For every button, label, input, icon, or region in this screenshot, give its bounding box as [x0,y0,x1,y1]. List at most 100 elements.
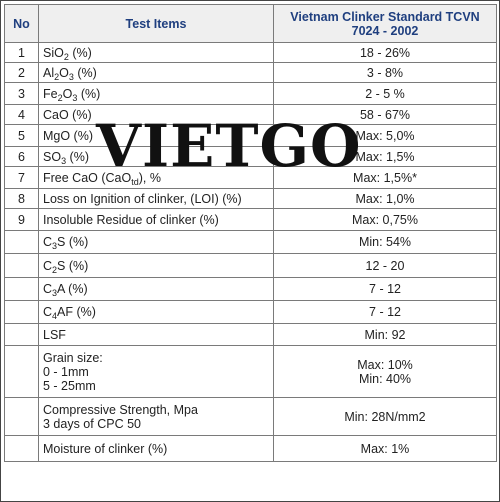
standard-value: Max: 1% [273,435,497,462]
item-text: C [43,282,53,296]
standard-value-text: Max: 5,0% [355,128,415,143]
standard-value: 18 - 26% [273,42,497,63]
item-text: 5 - 25mm [43,378,96,393]
standard-value: 7 - 12 [273,300,497,324]
item-text: Loss on Ignition of clinker, (LOI) (%) [43,191,242,206]
item-text: (%) [73,65,97,80]
standard-value-text: Min: 92 [364,327,406,342]
standard-value-text: Max: 10% [357,357,413,372]
standard-value-text: 12 - 20 [365,258,405,273]
item-text: Grain size: [43,350,103,365]
item-text: S (%) [57,258,89,273]
item-text: (%) [66,149,89,164]
standard-value: Max: 10% Min: 40% [273,345,497,398]
table-row: Moisture of clinker (%) Max: 1% [4,435,497,462]
table-row: C2S (%) 12 - 20 [4,253,497,278]
row-number: 8 [4,188,39,209]
item-text: SO [43,149,62,164]
row-number-text: 9 [18,212,25,227]
item-text: AF (%) [57,305,96,319]
clinker-standard-table: No Test Items Vietnam Clinker Standard T… [4,4,497,462]
item-subscript: 3 [72,92,78,103]
table-row: Grain size: 0 - 1mm 5 - 25mm Max: 10% Min: 4… [4,345,497,398]
test-item: C4AF (%) [38,300,274,324]
item-text: C [43,258,53,273]
test-item: SiO2 (%) [38,42,274,63]
item-subscript: 2 [54,71,60,82]
item-subscript: 4 [52,311,58,321]
item-text: Al [43,65,55,80]
test-item: Loss on Ignition of clinker, (LOI) (%) [38,188,274,209]
item-text: Insoluble Residue of clinker (%) [43,212,219,227]
standard-value-text: 58 - 67% [359,107,411,122]
test-item: Moisture of clinker (%) [38,435,274,462]
row-number-text: 2 [18,65,25,80]
watermark-logo: VIETGO [96,112,362,180]
standard-value-text: 7 - 12 [369,305,401,319]
item-text: LSF [43,327,66,342]
standard-value-text: 3 - 8% [366,65,404,80]
row-number [4,345,39,398]
row-number-text: 5 [18,128,25,143]
standard-value: 3 - 8% [273,62,497,83]
header-row: No Test Items Vietnam Clinker Standard T… [4,4,497,43]
standard-value: Min: 92 [273,323,497,346]
table-row: C3S (%) Min: 54% [4,230,497,254]
standard-value-text: Min: 28N/mm2 [344,409,426,424]
row-number: 1 [4,42,39,63]
standard-value-text: Max: 1% [360,441,410,456]
row-number [4,435,39,462]
item-subscript: td [131,176,139,187]
item-text: O [59,65,69,80]
row-number [4,397,39,436]
row-number-text: 4 [18,107,25,122]
table-row: 7 Free CaO (CaOtd), % Max: 1,5%* [4,166,497,189]
header-standard: Vietnam Clinker Standard TCVN 7024 - 200… [273,4,497,43]
table-row: 1 SiO2 (%) 18 - 26% [4,42,497,63]
row-number [4,300,39,324]
test-item: Compressive Strength, Mpa 3 days of CPC 5… [38,397,274,436]
table-row: 3 Fe2O3 (%) 2 - 5 % [4,82,497,105]
standard-value-text: 18 - 26% [359,45,411,60]
standard-value: 7 - 12 [273,277,497,301]
row-number: 5 [4,124,39,147]
header-test-items: Test Items [38,4,274,43]
standard-value: Min: 28N/mm2 [273,397,497,436]
standard-value-text: Max: 0,75% [351,212,418,227]
row-number: 4 [4,104,39,125]
item-text: A (%) [57,282,88,296]
item-text: (%) [68,45,92,60]
standard-value-text: 2 - 5 % [365,86,405,101]
test-item: CaO (%) [38,104,274,125]
standard-value: 2 - 5 % [273,82,497,105]
test-item: Al2O3 (%) [38,62,274,83]
item-text: C [43,235,53,249]
row-number-text: 8 [18,191,25,206]
item-subscript: 3 [52,288,58,298]
table-row: C4AF (%) 7 - 12 [4,300,497,324]
standard-value: Max: 0,75% [273,208,497,231]
row-number-text: 6 [18,149,25,164]
test-item: LSF [38,323,274,346]
table-row: 8 Loss on Ignition of clinker, (LOI) (%) M… [4,188,497,209]
item-text: MgO (%) [43,128,93,143]
item-subscript: 3 [68,71,74,82]
item-text: ), % [138,170,161,185]
test-item: Insoluble Residue of clinker (%) [38,208,274,231]
test-item: C3S (%) [38,230,274,254]
test-item: C3A (%) [38,277,274,301]
test-item: Fe2O3 (%) [38,82,274,105]
row-number: 9 [4,208,39,231]
row-number [4,230,39,254]
item-subscript: 3 [61,155,67,166]
table-row: Compressive Strength, Mpa 3 days of CPC 5… [4,397,497,436]
item-subscript: 3 [52,241,58,251]
row-number [4,323,39,346]
item-text: CaO (%) [43,107,92,122]
item-text: 3 days of CPC 50 [43,416,141,431]
item-text: Free CaO (CaO [43,170,132,185]
item-subscript: 2 [63,51,69,62]
row-number: 6 [4,146,39,167]
item-text: C [43,305,53,319]
standard-value-text: 7 - 12 [369,282,401,296]
